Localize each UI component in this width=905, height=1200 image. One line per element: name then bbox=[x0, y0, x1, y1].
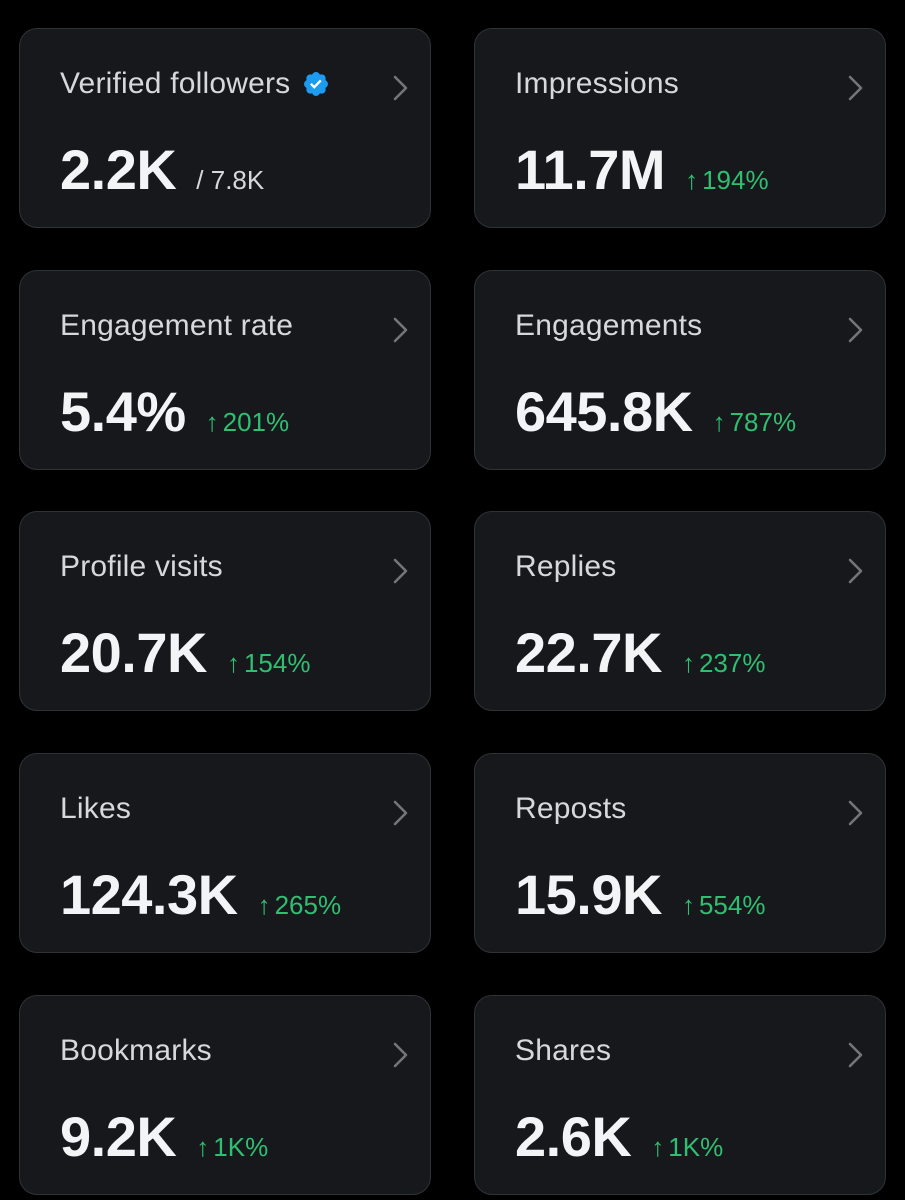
change-percent: 154% bbox=[243, 648, 311, 678]
change-percent: 554% bbox=[698, 890, 766, 920]
metric-value: 2.6K bbox=[515, 1105, 632, 1168]
metric-change: ↑ 787% bbox=[713, 407, 797, 438]
metric-value: 645.8K bbox=[515, 380, 693, 443]
card-value-row: 2.2K / 7.8K bbox=[60, 137, 264, 202]
metric-value: 22.7K bbox=[515, 621, 662, 684]
shares-card[interactable]: Shares 2.6K ↑ 1K% bbox=[474, 995, 886, 1195]
card-value-row: 11.7M ↑ 194% bbox=[515, 137, 769, 202]
metric-change: ↑ 154% bbox=[227, 648, 311, 679]
metric-total: / 7.8K bbox=[196, 165, 265, 195]
chevron-right-icon[interactable] bbox=[390, 798, 412, 828]
card-title: Engagement rate bbox=[60, 309, 294, 342]
metric-value: 15.9K bbox=[515, 863, 662, 926]
metric-value: 9.2K bbox=[60, 1105, 177, 1168]
card-title: Bookmarks bbox=[60, 1034, 212, 1067]
chevron-right-icon[interactable] bbox=[390, 556, 412, 586]
card-title: Likes bbox=[60, 792, 132, 825]
chevron-right-icon[interactable] bbox=[845, 315, 867, 345]
metric-change: ↑ 201% bbox=[206, 407, 290, 438]
arrow-up-icon: ↑ bbox=[257, 890, 271, 920]
metric-value: 124.3K bbox=[60, 863, 238, 926]
verified-badge-icon bbox=[304, 72, 329, 96]
card-title-row: Engagements bbox=[515, 309, 702, 343]
card-value-row: 5.4% ↑ 201% bbox=[60, 379, 289, 444]
metric-change: ↑ 265% bbox=[258, 890, 342, 921]
metric-change: ↑ 554% bbox=[682, 890, 766, 921]
arrow-up-icon: ↑ bbox=[196, 1132, 210, 1162]
metric-value: 11.7M bbox=[515, 138, 666, 201]
card-value-row: 20.7K ↑ 154% bbox=[60, 620, 310, 685]
metric-change: ↑ 194% bbox=[685, 165, 769, 196]
card-title-row: Verified followers bbox=[60, 67, 330, 101]
card-title: Engagements bbox=[515, 309, 703, 342]
metric-value: 20.7K bbox=[60, 621, 207, 684]
reposts-card[interactable]: Reposts 15.9K ↑ 554% bbox=[474, 753, 886, 953]
change-percent: 1K% bbox=[668, 1132, 724, 1162]
chevron-right-icon[interactable] bbox=[390, 315, 412, 345]
card-title-row: Reposts bbox=[515, 792, 626, 826]
card-value-row: 124.3K ↑ 265% bbox=[60, 862, 341, 927]
card-value-row: 9.2K ↑ 1K% bbox=[60, 1104, 268, 1169]
card-title-row: Likes bbox=[60, 792, 131, 826]
metric-change: ↑ 237% bbox=[682, 648, 766, 679]
arrow-up-icon: ↑ bbox=[226, 648, 240, 678]
card-value-row: 22.7K ↑ 237% bbox=[515, 620, 765, 685]
chevron-right-icon[interactable] bbox=[845, 73, 867, 103]
metric-value: 5.4% bbox=[60, 380, 186, 443]
change-percent: 787% bbox=[729, 407, 797, 437]
card-value-row: 645.8K ↑ 787% bbox=[515, 379, 796, 444]
chevron-right-icon[interactable] bbox=[390, 1040, 412, 1070]
replies-card[interactable]: Replies 22.7K ↑ 237% bbox=[474, 511, 886, 711]
arrow-up-icon: ↑ bbox=[712, 407, 726, 437]
card-title: Impressions bbox=[515, 67, 679, 100]
card-title-row: Impressions bbox=[515, 67, 679, 101]
card-value-row: 15.9K ↑ 554% bbox=[515, 862, 765, 927]
change-percent: 201% bbox=[222, 407, 290, 437]
card-title: Shares bbox=[515, 1034, 612, 1067]
change-percent: 265% bbox=[274, 890, 342, 920]
arrow-up-icon: ↑ bbox=[681, 890, 695, 920]
card-value-row: 2.6K ↑ 1K% bbox=[515, 1104, 723, 1169]
card-title-row: Profile visits bbox=[60, 550, 223, 584]
engagement-rate-card[interactable]: Engagement rate 5.4% ↑ 201% bbox=[19, 270, 431, 470]
chevron-right-icon[interactable] bbox=[390, 73, 412, 103]
likes-card[interactable]: Likes 124.3K ↑ 265% bbox=[19, 753, 431, 953]
arrow-up-icon: ↑ bbox=[651, 1132, 665, 1162]
impressions-card[interactable]: Impressions 11.7M ↑ 194% bbox=[474, 28, 886, 228]
verified-followers-card[interactable]: Verified followers 2.2K / 7.8K bbox=[19, 28, 431, 228]
arrow-up-icon: ↑ bbox=[685, 165, 699, 195]
card-title: Replies bbox=[515, 550, 617, 583]
change-percent: 194% bbox=[702, 165, 769, 195]
card-title-row: Shares bbox=[515, 1034, 611, 1068]
change-percent: 237% bbox=[698, 648, 766, 678]
arrow-up-icon: ↑ bbox=[681, 648, 695, 678]
chevron-right-icon[interactable] bbox=[845, 556, 867, 586]
chevron-right-icon[interactable] bbox=[845, 1040, 867, 1070]
metric-change: ↑ 1K% bbox=[651, 1132, 723, 1163]
metric-value: 2.2K bbox=[60, 138, 177, 201]
engagements-card[interactable]: Engagements 645.8K ↑ 787% bbox=[474, 270, 886, 470]
card-title: Profile visits bbox=[60, 550, 223, 583]
bookmarks-card[interactable]: Bookmarks 9.2K ↑ 1K% bbox=[19, 995, 431, 1195]
card-title: Reposts bbox=[515, 792, 627, 825]
card-title-row: Engagement rate bbox=[60, 309, 293, 343]
change-percent: 1K% bbox=[213, 1132, 269, 1162]
metric-change: ↑ 1K% bbox=[196, 1132, 268, 1163]
card-title-row: Bookmarks bbox=[60, 1034, 212, 1068]
profile-visits-card[interactable]: Profile visits 20.7K ↑ 154% bbox=[19, 511, 431, 711]
arrow-up-icon: ↑ bbox=[205, 407, 219, 437]
card-title: Verified followers bbox=[60, 67, 291, 100]
chevron-right-icon[interactable] bbox=[845, 798, 867, 828]
card-title-row: Replies bbox=[515, 550, 616, 584]
